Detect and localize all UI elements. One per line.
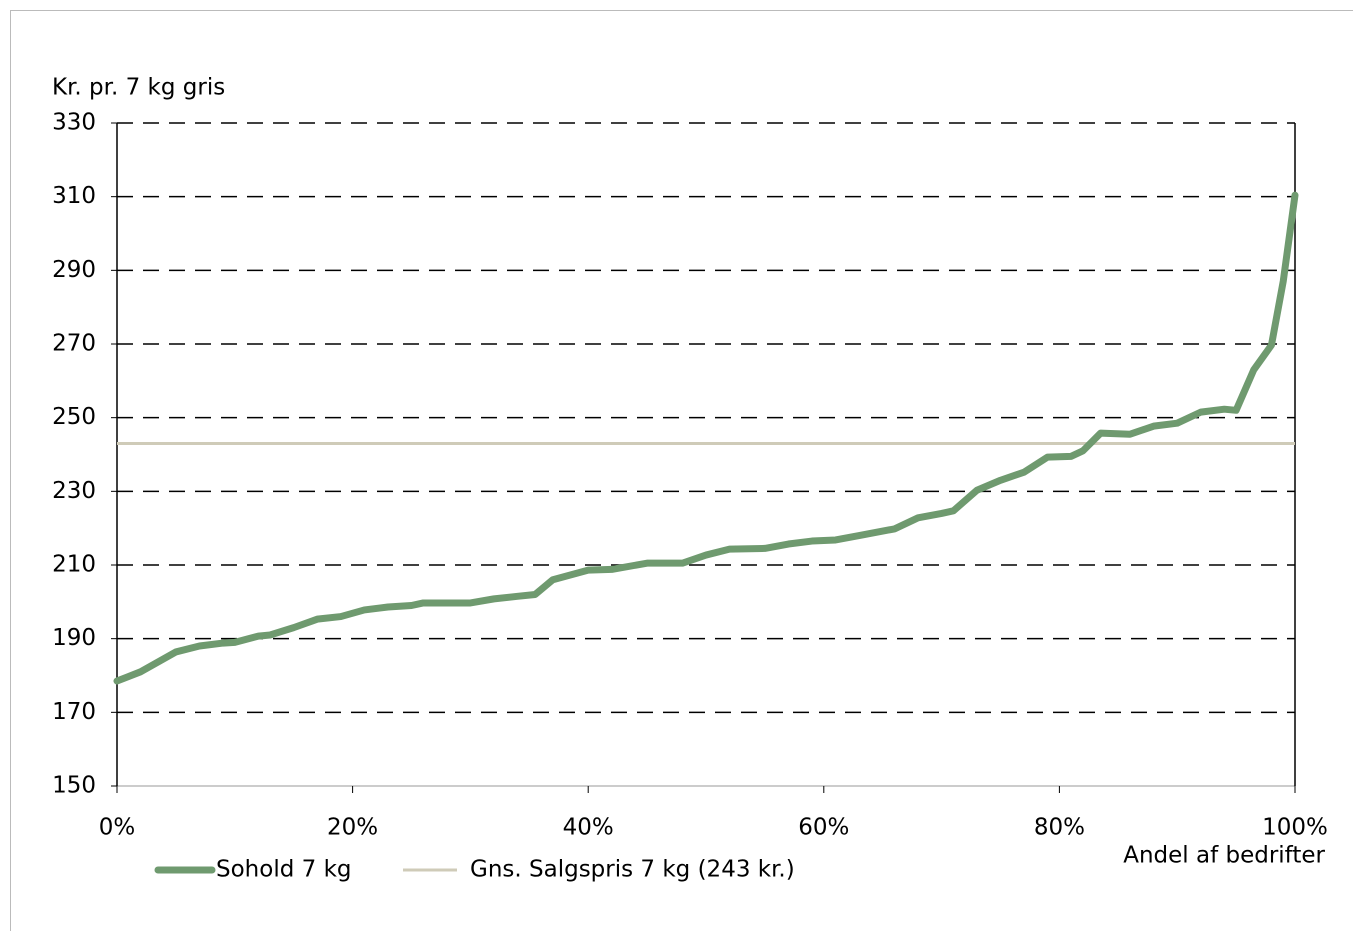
y-tick-label: 270 [52, 331, 96, 357]
y-tick-label: 310 [52, 183, 96, 209]
y-tick-label: 250 [52, 404, 96, 430]
y-tick-label: 150 [52, 773, 96, 799]
y-tick-label: 210 [52, 552, 96, 578]
x-tick-label: 80% [1034, 815, 1085, 841]
frame [10, 10, 1353, 931]
y-tick-label: 330 [52, 110, 96, 136]
x-tick-label: 0% [99, 815, 136, 841]
x-tick-label: 20% [327, 815, 378, 841]
y-tick-label: 190 [52, 625, 96, 651]
y-tick-label: 230 [52, 478, 96, 504]
y-tick-label: 170 [52, 699, 96, 725]
x-axis-label: Andel af bedrifter [1123, 843, 1325, 869]
x-tick-label: 100% [1262, 815, 1328, 841]
legend-label: Sohold 7 kg [216, 857, 351, 883]
x-tick-label: 40% [563, 815, 614, 841]
legend-label: Gns. Salgspris 7 kg (243 kr.) [470, 857, 795, 883]
y-axis-label: Kr. pr. 7 kg gris [52, 75, 225, 101]
line [113, 191, 1299, 685]
x-tick-label: 60% [798, 815, 849, 841]
y-tick-label: 290 [52, 257, 96, 283]
